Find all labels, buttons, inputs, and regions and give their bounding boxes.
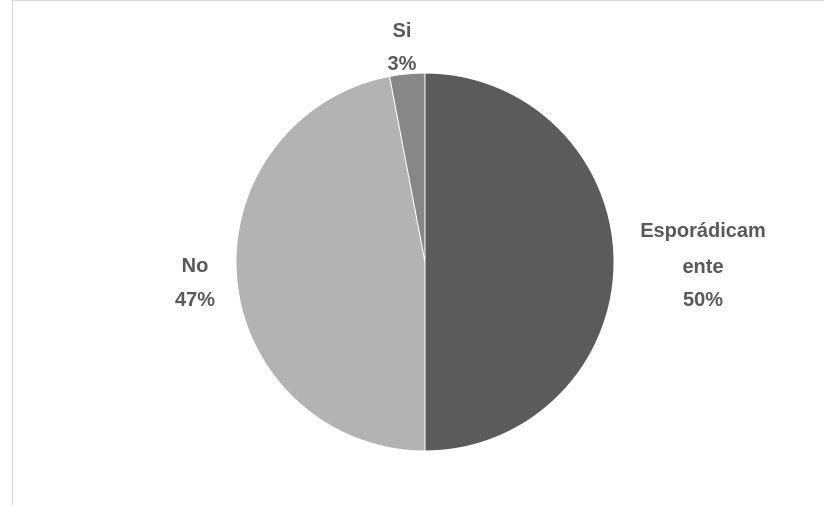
slice-category-label: ente bbox=[682, 256, 723, 278]
pie-slice-si bbox=[389, 72, 426, 263]
pie-slices bbox=[235, 72, 615, 452]
slice-category-label: No bbox=[182, 255, 209, 277]
slice-category-label: Esporádicam bbox=[640, 220, 766, 242]
slice-percent-label: 47% bbox=[175, 289, 215, 311]
slice-category-label: Si bbox=[393, 20, 412, 42]
slice-percent-label: 3% bbox=[388, 53, 417, 75]
chart-area bbox=[12, 0, 824, 505]
slice-percent-label: 50% bbox=[683, 289, 723, 311]
pie-labels: Esporádicam ente 50% No 47% Si 3% bbox=[175, 20, 766, 311]
pie-slice-no bbox=[235, 75, 426, 452]
pie-slice-espor-dicamente bbox=[424, 72, 615, 452]
